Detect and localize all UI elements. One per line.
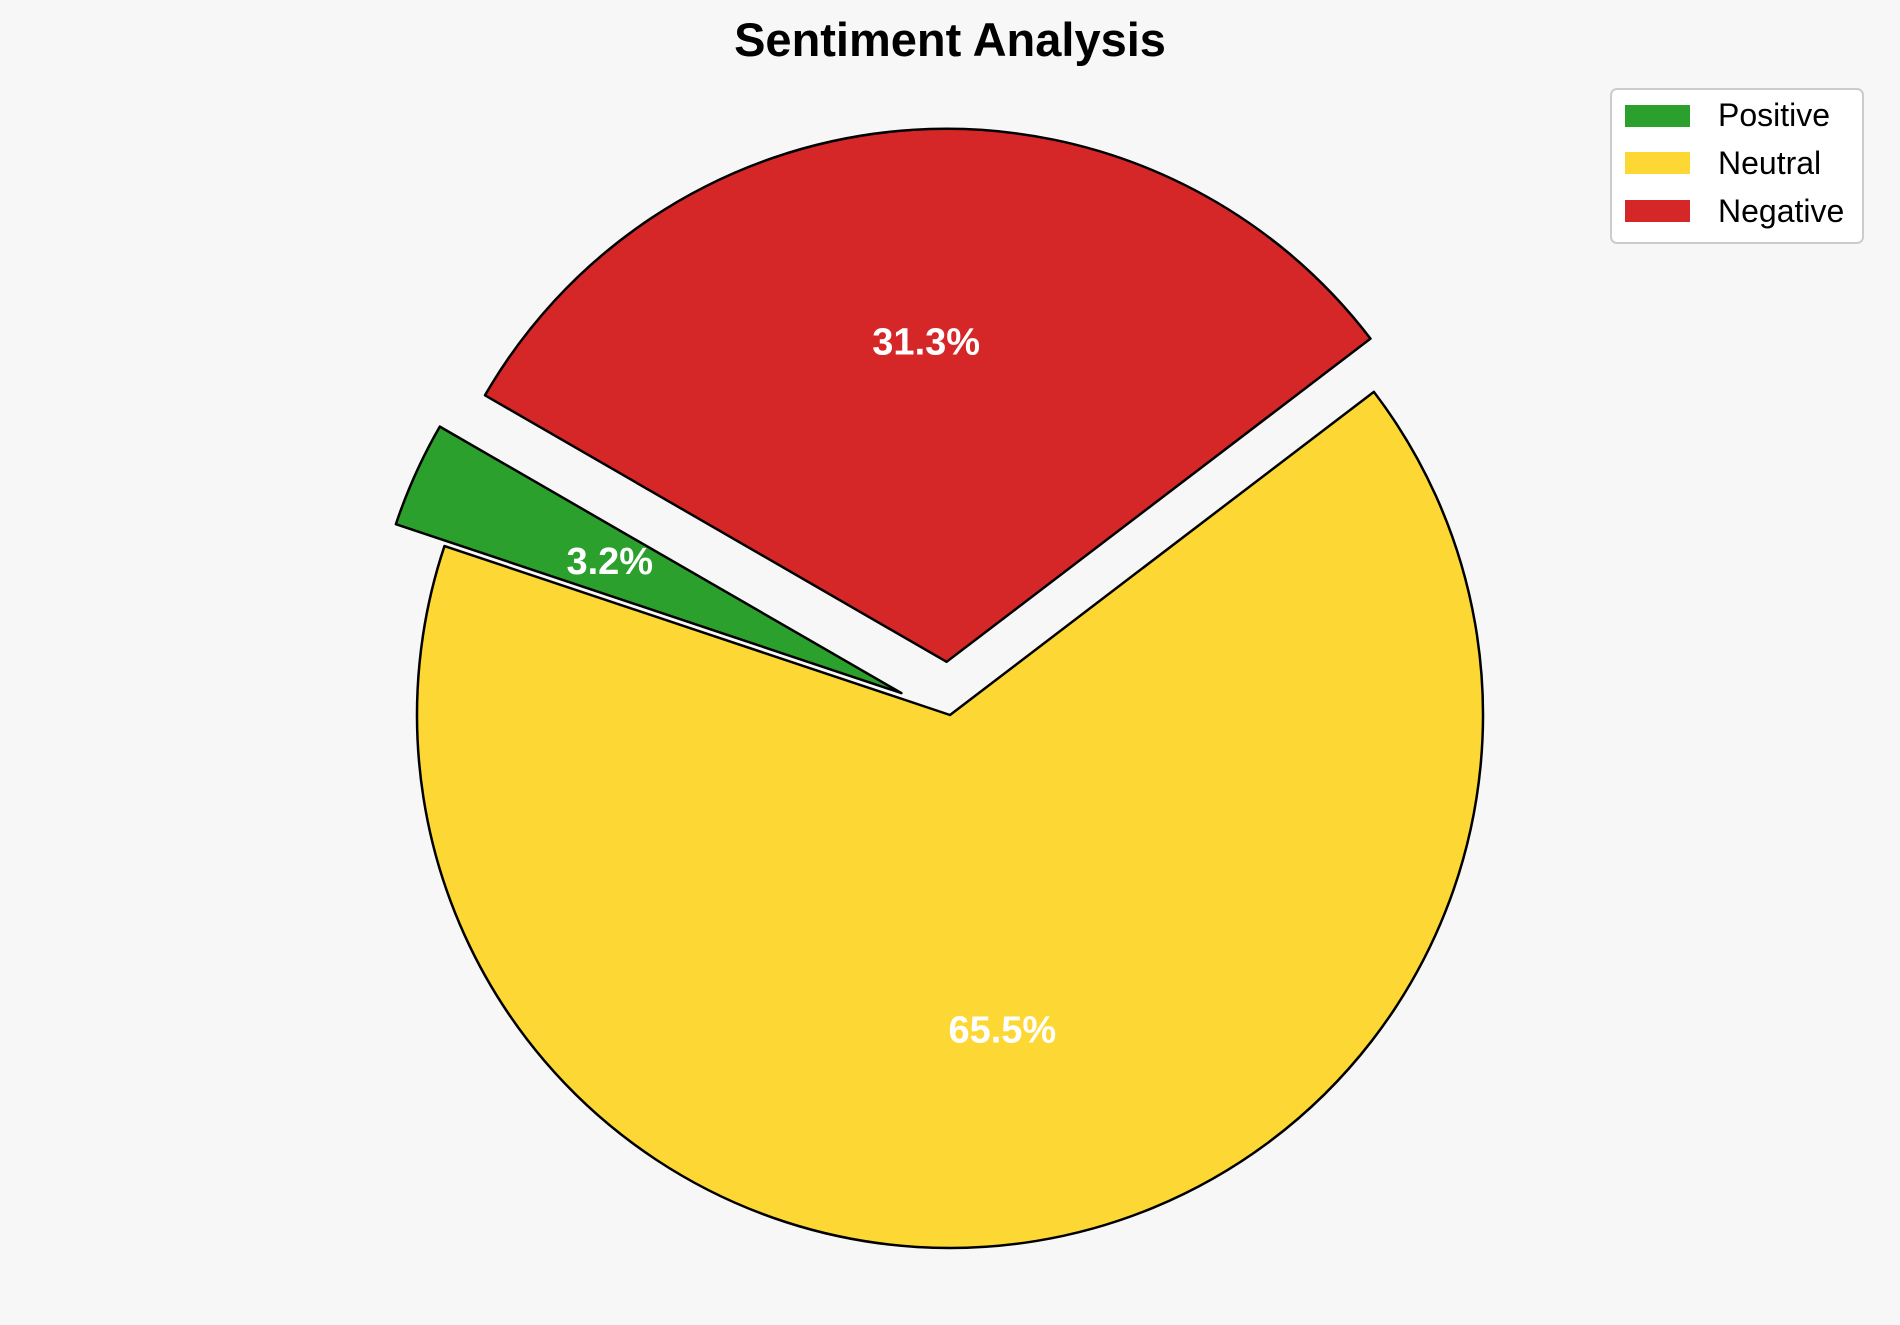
pie-label-positive: 3.2% <box>566 541 653 583</box>
pie-label-neutral: 65.5% <box>948 1009 1056 1051</box>
legend-label-negative: Negative <box>1718 193 1844 229</box>
pie-slice-negative <box>483 127 1372 664</box>
pie-label-negative: 31.3% <box>872 322 980 364</box>
legend-swatch-neutral <box>1625 152 1690 174</box>
legend-swatch-positive <box>1625 105 1690 127</box>
pie-labels: 3.2% 65.5% 31.3% <box>566 322 1056 1052</box>
legend-entry-positive: Positive <box>1625 97 1830 133</box>
pie-slice-positive <box>394 425 903 695</box>
pie-slices <box>394 127 1485 1250</box>
legend-label-neutral: Neutral <box>1718 145 1821 181</box>
legend-swatch-negative <box>1625 200 1690 222</box>
legend-label-positive: Positive <box>1718 97 1830 133</box>
legend-entry-negative: Negative <box>1625 193 1844 229</box>
legend: Positive Neutral Negative <box>1610 88 1864 244</box>
legend-entry-neutral: Neutral <box>1625 145 1821 181</box>
pie-slice-neutral <box>415 390 1485 1250</box>
chart-title: Sentiment Analysis <box>734 13 1166 66</box>
